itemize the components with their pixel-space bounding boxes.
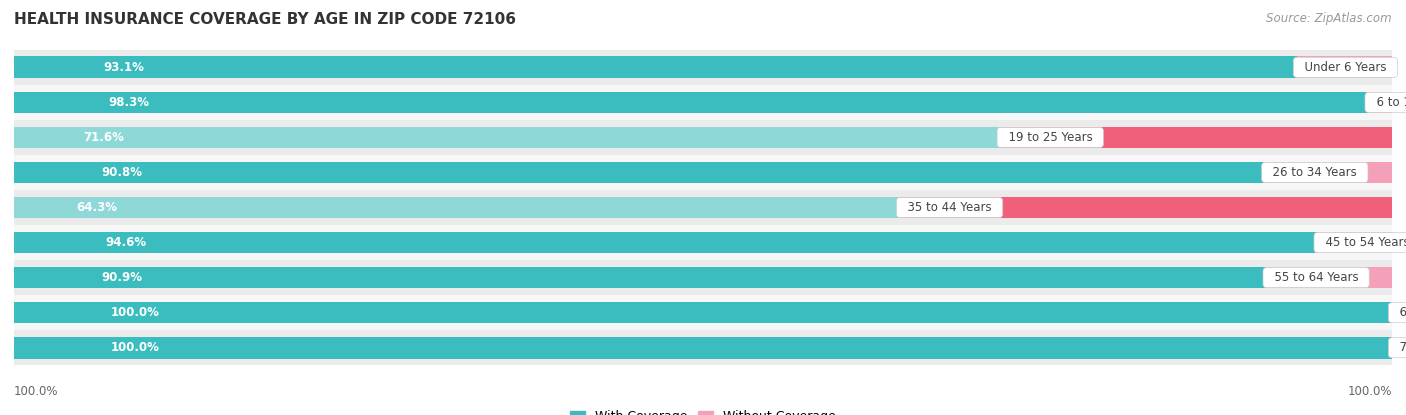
Bar: [1267, 267, 1392, 288]
Bar: [14, 260, 1392, 295]
Bar: [14, 155, 1392, 190]
Legend: With Coverage, Without Coverage: With Coverage, Without Coverage: [565, 405, 841, 415]
Text: 94.6%: 94.6%: [105, 236, 146, 249]
Bar: [14, 302, 1392, 324]
Text: 100.0%: 100.0%: [111, 306, 159, 319]
Text: 100.0%: 100.0%: [14, 386, 59, 398]
Bar: [14, 85, 1392, 120]
Bar: [1001, 127, 1392, 148]
Text: Under 6 Years: Under 6 Years: [1296, 61, 1393, 74]
Text: 55 to 64 Years: 55 to 64 Years: [1267, 271, 1365, 284]
Bar: [14, 190, 1392, 225]
Text: 45 to 54 Years: 45 to 54 Years: [1317, 236, 1406, 249]
Bar: [14, 225, 1392, 260]
Bar: [1368, 91, 1392, 113]
Text: 19 to 25 Years: 19 to 25 Years: [1001, 131, 1099, 144]
Bar: [14, 161, 1265, 183]
Text: 26 to 34 Years: 26 to 34 Years: [1265, 166, 1364, 179]
Text: 100.0%: 100.0%: [1347, 386, 1392, 398]
Text: Source: ZipAtlas.com: Source: ZipAtlas.com: [1267, 12, 1392, 25]
Bar: [14, 197, 900, 218]
Text: 65 to 74 Years: 65 to 74 Years: [1392, 306, 1406, 319]
Text: 93.1%: 93.1%: [104, 61, 145, 74]
Bar: [900, 197, 1393, 218]
Bar: [14, 120, 1392, 155]
Bar: [1296, 56, 1392, 78]
Text: 100.0%: 100.0%: [111, 341, 159, 354]
Text: 6 to 18 Years: 6 to 18 Years: [1368, 96, 1406, 109]
Bar: [14, 337, 1392, 359]
Bar: [14, 330, 1392, 365]
Bar: [14, 56, 1296, 78]
Bar: [14, 295, 1392, 330]
Text: 64.3%: 64.3%: [76, 201, 117, 214]
Text: 75 Years and older: 75 Years and older: [1392, 341, 1406, 354]
Bar: [1265, 161, 1392, 183]
Text: 35 to 44 Years: 35 to 44 Years: [900, 201, 1000, 214]
Text: 71.6%: 71.6%: [83, 131, 124, 144]
Bar: [14, 127, 1001, 148]
Bar: [14, 91, 1368, 113]
Bar: [1317, 232, 1392, 254]
Text: 98.3%: 98.3%: [108, 96, 150, 109]
Bar: [14, 267, 1267, 288]
Text: HEALTH INSURANCE COVERAGE BY AGE IN ZIP CODE 72106: HEALTH INSURANCE COVERAGE BY AGE IN ZIP …: [14, 12, 516, 27]
Text: 90.8%: 90.8%: [101, 166, 142, 179]
Bar: [14, 50, 1392, 85]
Text: 90.9%: 90.9%: [101, 271, 143, 284]
Bar: [14, 232, 1317, 254]
